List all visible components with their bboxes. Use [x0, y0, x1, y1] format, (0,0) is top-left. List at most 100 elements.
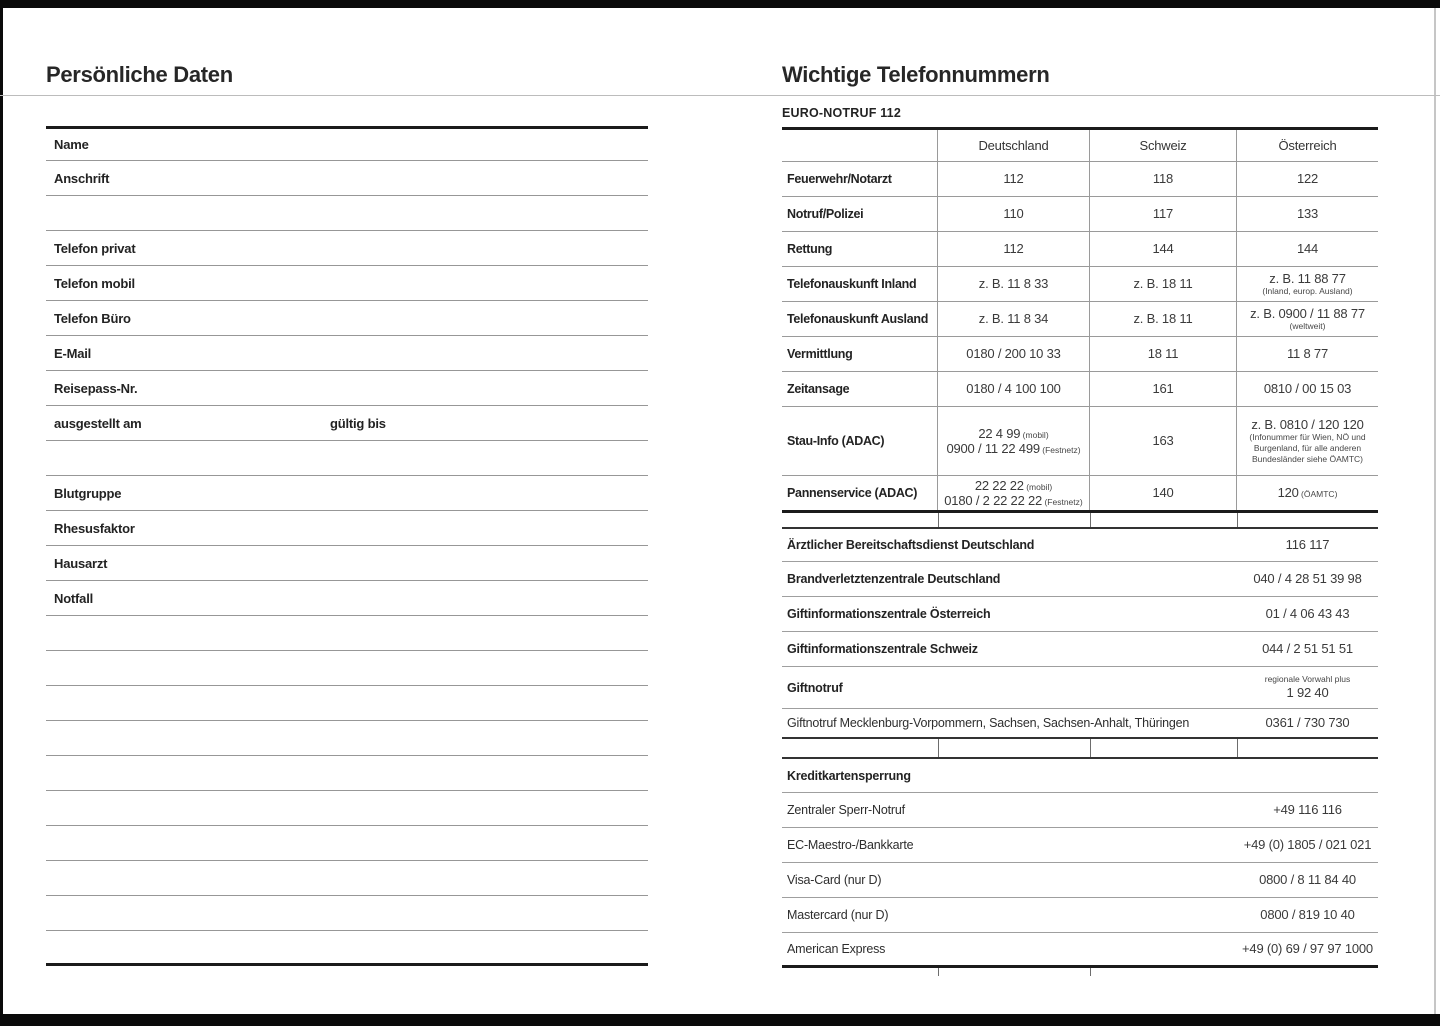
credit-row-value: 0800 / 8 11 84 40	[1237, 872, 1378, 887]
phone-cell-oesterreich: z. B. 0900 / 11 88 77 (weltweit)	[1237, 302, 1378, 336]
form-row-label: Blutgruppe	[54, 485, 122, 501]
phone-table-row: Vermittlung 0180 / 200 10 33 18 11 11 8 77	[782, 337, 1378, 372]
column-rule-tick	[1090, 968, 1091, 976]
phone-cell-deutschland: 0180 / 200 10 33	[938, 337, 1090, 371]
service-row-label: Ärztlicher Bereitschaftsdienst Deutschla…	[787, 538, 1035, 552]
cell-text-line: 1 92 40	[1286, 685, 1329, 701]
column-rule-tick	[1237, 739, 1238, 757]
cell-text-line: 22 22 22 (mobil)	[974, 477, 1053, 493]
form-row-label: Reisepass-Nr.	[54, 380, 138, 396]
credit-row-label: Mastercard (nur D)	[787, 908, 889, 922]
cell-text-line: 161	[1152, 381, 1174, 397]
phone-row-label-text: Notruf/Polizei	[787, 207, 864, 221]
cell-text-line: 11 8 77	[1286, 346, 1328, 362]
phone-cell-deutschland: 110	[938, 197, 1090, 231]
phone-cell-deutschland: 112	[938, 162, 1090, 196]
form-row-label: Hausarzt	[54, 555, 108, 571]
phone-cell-schweiz: 117	[1090, 197, 1237, 231]
credit-row-label: EC-Maestro-/Bankkarte	[787, 838, 914, 852]
phone-table-header-row: Deutschland Schweiz Österreich	[782, 130, 1378, 162]
form-row-label: E-Mail	[54, 345, 92, 361]
form-row-label: Telefon privat	[54, 240, 136, 256]
service-row: Ärztlicher Bereitschaftsdienst Deutschla…	[782, 529, 1378, 562]
credit-section-header: Kreditkartensperrung	[787, 768, 911, 783]
phone-cell-deutschland: z. B. 11 8 33	[938, 267, 1090, 301]
cell-text-line: z. B. 0900 / 11 88 77	[1250, 305, 1365, 321]
form-row: Telefon Büro	[46, 301, 648, 336]
column-header-text: Deutschland	[978, 137, 1049, 153]
service-row-value: 040 / 4 28 51 39 98	[1237, 571, 1378, 586]
phone-cell-deutschland: 112	[938, 232, 1090, 266]
service-row: Giftinformationszentrale Österreich 01 / …	[782, 597, 1378, 632]
service-row: Brandverletztenzentrale Deutschland 040 /…	[782, 562, 1378, 597]
cell-text-line: 120 (ÖAMTC)	[1277, 485, 1338, 501]
form-row: Name	[46, 129, 648, 161]
cell-text-line: 140	[1152, 485, 1174, 501]
column-rule-tick	[1090, 513, 1091, 527]
form-row: Notfall	[46, 581, 648, 616]
phone-cell-oesterreich: z. B. 0810 / 120 120 (Infonummer für Wien…	[1237, 407, 1378, 475]
medical-services-section: Ärztlicher Bereitschaftsdienst Deutschla…	[782, 527, 1378, 739]
form-row-label: Anschrift	[54, 170, 110, 186]
form-row: Hausarzt	[46, 546, 648, 581]
cell-text-line: 0180 / 200 10 33	[966, 346, 1061, 362]
service-row-value: 0361 / 730 730	[1237, 715, 1378, 730]
form-row-blank	[46, 721, 648, 756]
cell-text-line: z. B. 18 11	[1133, 276, 1193, 292]
service-row-value: regionale Vorwahl plus 1 92 40	[1237, 674, 1378, 700]
cell-text-line: z. B. 0810 / 120 120	[1251, 416, 1364, 432]
credit-row-value: +49 (0) 69 / 97 97 1000	[1237, 941, 1378, 956]
phone-column-header-schweiz: Schweiz	[1090, 130, 1237, 161]
cell-text-line: Bundesländer siehe ÖAMTC)	[1251, 454, 1364, 465]
cell-text-line: 116 117	[1285, 537, 1330, 553]
column-rule-tick	[938, 739, 939, 757]
credit-row: American Express +49 (0) 69 / 97 97 1000	[782, 933, 1378, 968]
cell-text-line: 01 / 4 06 43 43	[1265, 606, 1350, 622]
phone-cell-oesterreich: 0810 / 00 15 03	[1237, 372, 1378, 406]
form-row-blank	[46, 651, 648, 686]
form-row: Anschrift	[46, 161, 648, 196]
form-row-blank	[46, 196, 648, 231]
column-rule-tick	[1090, 739, 1091, 757]
phone-column-header-oesterreich: Österreich	[1237, 130, 1378, 161]
phone-cell-oesterreich: z. B. 11 88 77 (Inland, europ. Ausland)	[1237, 267, 1378, 301]
service-row-value: 01 / 4 06 43 43	[1237, 606, 1378, 621]
phone-header-empty-cell	[782, 130, 938, 161]
phone-cell-oesterreich: 133	[1237, 197, 1378, 231]
phone-table-row: Stau-Info (ADAC) 22 4 99 (mobil) 0900 / 11…	[782, 407, 1378, 476]
phone-table-row: Zeitansage 0180 / 4 100 100 161 0810 / 00 1…	[782, 372, 1378, 407]
phone-cell-deutschland: 0180 / 4 100 100	[938, 372, 1090, 406]
column-rule-tick	[1237, 513, 1238, 527]
cell-text-line: 040 / 4 28 51 39 98	[1253, 571, 1362, 587]
form-row-blank	[46, 756, 648, 791]
phone-table-row: Feuerwehr/Notarzt 112 118 122	[782, 162, 1378, 197]
form-row-blank	[46, 616, 648, 651]
service-row-label: Giftinformationszentrale Österreich	[787, 607, 991, 621]
service-row-label: Giftnotruf Mecklenburg-Vorpommern, Sachs…	[787, 716, 1190, 730]
credit-row-value: +49 116 116	[1237, 802, 1378, 817]
form-row: ausgestellt am gültig bis	[46, 406, 648, 441]
credit-row: EC-Maestro-/Bankkarte +49 (0) 1805 / 021 …	[782, 828, 1378, 863]
credit-row-value: +49 (0) 1805 / 021 021	[1237, 837, 1378, 852]
phone-row-label: Rettung	[782, 232, 938, 266]
form-row-label: ausgestellt am	[54, 415, 142, 431]
form-row-second-label: gültig bis	[330, 415, 386, 431]
credit-row-label: Zentraler Sperr-Notruf	[787, 803, 905, 817]
phone-table-row: Pannenservice (ADAC) 22 22 22 (mobil) 0180…	[782, 476, 1378, 513]
phone-row-label-text: Vermittlung	[787, 347, 853, 361]
phone-row-label: Telefonauskunft Ausland	[782, 302, 938, 336]
form-row-label: Telefon Büro	[54, 310, 131, 326]
cell-text-line: z. B. 18 11	[1133, 311, 1193, 327]
credit-row-label: Visa-Card (nur D)	[787, 873, 882, 887]
service-row-label: Brandverletztenzentrale Deutschland	[787, 572, 1001, 586]
form-row: Reisepass-Nr.	[46, 371, 648, 406]
phone-cell-deutschland: z. B. 11 8 34	[938, 302, 1090, 336]
phone-row-label: Pannenservice (ADAC)	[782, 476, 938, 510]
cell-text-line: 044 / 2 51 51 51	[1262, 641, 1353, 657]
cell-text-line: regionale Vorwahl plus	[1264, 674, 1351, 685]
cell-text-line: (Infonummer für Wien, NÖ und	[1249, 432, 1366, 443]
cell-text-line: 144	[1152, 241, 1174, 257]
cell-text-line: 133	[1296, 206, 1319, 222]
phone-table-row: Rettung 112 144 144	[782, 232, 1378, 267]
